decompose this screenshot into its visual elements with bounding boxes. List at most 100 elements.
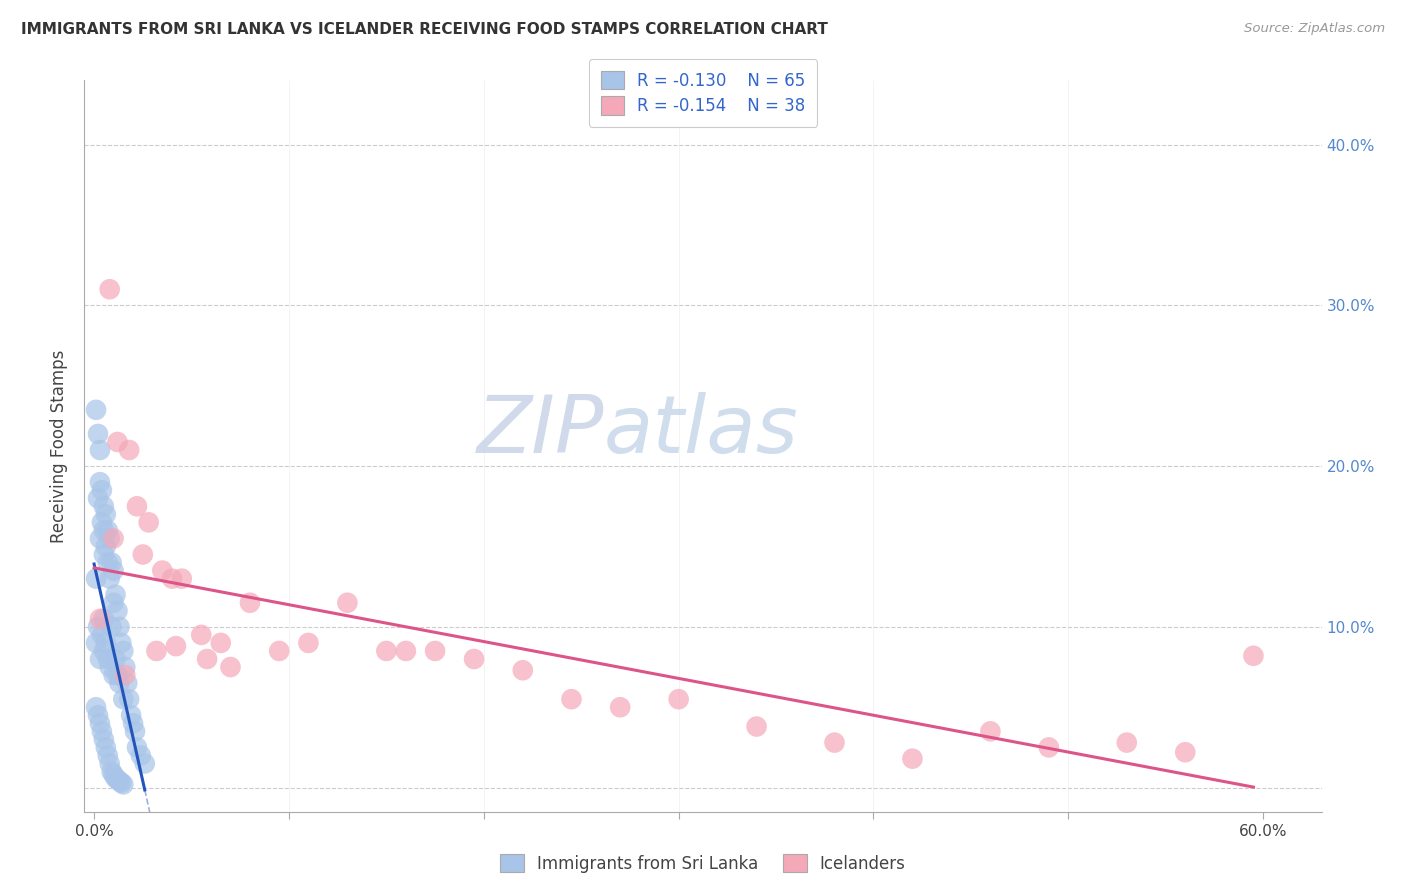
Legend: Immigrants from Sri Lanka, Icelanders: Immigrants from Sri Lanka, Icelanders bbox=[494, 847, 912, 880]
Point bbox=[132, 548, 155, 562]
Point bbox=[84, 402, 107, 417]
Point bbox=[89, 443, 111, 458]
Point bbox=[89, 652, 111, 666]
Point bbox=[269, 644, 291, 658]
Point bbox=[134, 756, 156, 771]
Point bbox=[108, 676, 131, 690]
Point bbox=[120, 708, 142, 723]
Point bbox=[1241, 648, 1264, 663]
Point bbox=[107, 604, 129, 618]
Point bbox=[97, 748, 120, 763]
Point bbox=[609, 700, 631, 714]
Point bbox=[138, 516, 160, 530]
Point bbox=[84, 572, 107, 586]
Point bbox=[745, 719, 768, 733]
Point bbox=[87, 708, 110, 723]
Point bbox=[103, 668, 125, 682]
Point bbox=[98, 572, 121, 586]
Point bbox=[219, 660, 242, 674]
Point bbox=[90, 724, 112, 739]
Point bbox=[190, 628, 212, 642]
Point bbox=[1115, 736, 1137, 750]
Point bbox=[560, 692, 582, 706]
Point bbox=[104, 771, 127, 785]
Legend: R = -0.130    N = 65, R = -0.154    N = 38: R = -0.130 N = 65, R = -0.154 N = 38 bbox=[589, 60, 817, 127]
Point bbox=[93, 524, 115, 538]
Point bbox=[1174, 745, 1197, 759]
Point bbox=[93, 732, 115, 747]
Point bbox=[94, 508, 117, 522]
Point bbox=[375, 644, 398, 658]
Point bbox=[84, 700, 107, 714]
Point bbox=[108, 620, 131, 634]
Point bbox=[107, 668, 129, 682]
Y-axis label: Receiving Food Stamps: Receiving Food Stamps bbox=[51, 350, 69, 542]
Point bbox=[97, 652, 120, 666]
Point bbox=[336, 596, 359, 610]
Point bbox=[108, 774, 131, 789]
Point bbox=[160, 572, 183, 586]
Point bbox=[124, 724, 146, 739]
Point bbox=[103, 564, 125, 578]
Point bbox=[668, 692, 690, 706]
Point bbox=[165, 639, 187, 653]
Point bbox=[100, 556, 122, 570]
Point bbox=[90, 628, 112, 642]
Point bbox=[89, 716, 111, 731]
Point bbox=[103, 768, 125, 782]
Text: Source: ZipAtlas.com: Source: ZipAtlas.com bbox=[1244, 22, 1385, 36]
Point bbox=[94, 540, 117, 554]
Point bbox=[103, 596, 125, 610]
Point bbox=[98, 756, 121, 771]
Point bbox=[89, 475, 111, 490]
Point bbox=[112, 644, 135, 658]
Point bbox=[901, 752, 924, 766]
Point bbox=[239, 596, 262, 610]
Point bbox=[84, 636, 107, 650]
Point bbox=[423, 644, 446, 658]
Point bbox=[979, 724, 1001, 739]
Point bbox=[118, 692, 141, 706]
Point bbox=[125, 500, 148, 514]
Point bbox=[93, 500, 115, 514]
Point bbox=[110, 636, 132, 650]
Point bbox=[209, 636, 232, 650]
Point bbox=[824, 736, 846, 750]
Point bbox=[97, 556, 120, 570]
Point bbox=[87, 620, 110, 634]
Point bbox=[112, 777, 135, 791]
Point bbox=[93, 612, 115, 626]
Point bbox=[94, 740, 117, 755]
Point bbox=[107, 772, 129, 787]
Point bbox=[98, 532, 121, 546]
Point bbox=[114, 668, 136, 682]
Point bbox=[100, 620, 122, 634]
Point bbox=[129, 748, 152, 763]
Text: atlas: atlas bbox=[605, 392, 799, 470]
Point bbox=[118, 443, 141, 458]
Point bbox=[87, 491, 110, 506]
Point bbox=[104, 652, 127, 666]
Point bbox=[98, 660, 121, 674]
Point bbox=[114, 660, 136, 674]
Point bbox=[122, 716, 145, 731]
Point bbox=[1038, 740, 1060, 755]
Point bbox=[104, 588, 127, 602]
Point bbox=[89, 532, 111, 546]
Point bbox=[150, 564, 173, 578]
Point bbox=[103, 532, 125, 546]
Point bbox=[100, 764, 122, 779]
Point bbox=[170, 572, 193, 586]
Point bbox=[395, 644, 418, 658]
Point bbox=[87, 426, 110, 441]
Point bbox=[93, 548, 115, 562]
Point bbox=[195, 652, 218, 666]
Point bbox=[94, 636, 117, 650]
Point bbox=[107, 434, 129, 449]
Point bbox=[90, 516, 112, 530]
Text: ZIP: ZIP bbox=[477, 392, 605, 470]
Point bbox=[463, 652, 485, 666]
Point bbox=[112, 692, 135, 706]
Point bbox=[125, 740, 148, 755]
Point bbox=[512, 663, 534, 677]
